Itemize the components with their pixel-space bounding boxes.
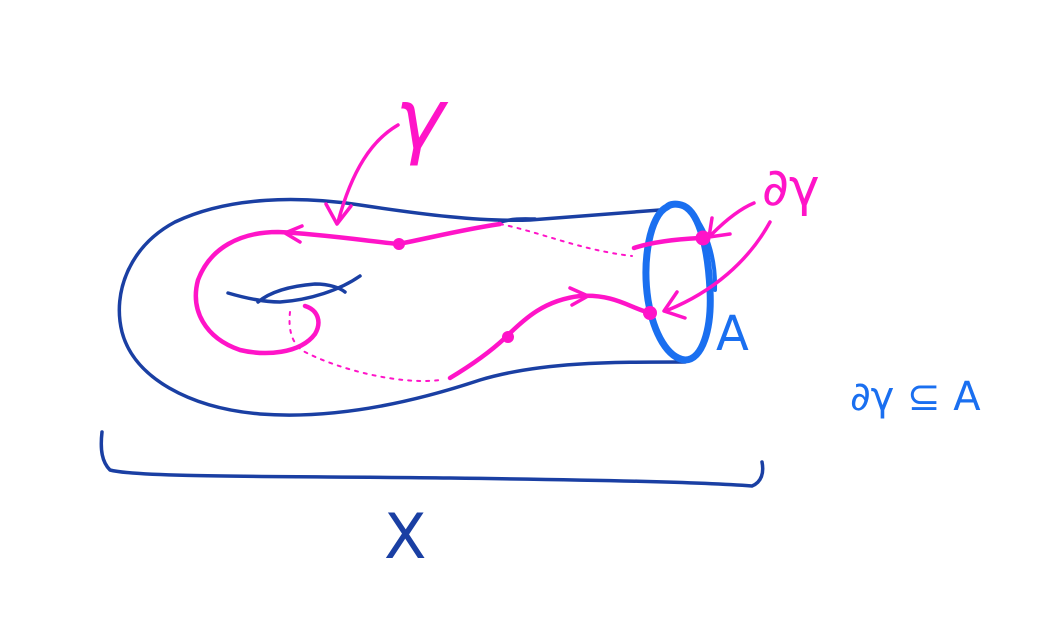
boundary-ellipse bbox=[642, 200, 714, 364]
surface-x bbox=[117, 197, 687, 417]
boundary-gamma-label: ∂γ bbox=[762, 158, 820, 218]
gamma-front-upper bbox=[631, 235, 703, 251]
pointer-arrows bbox=[324, 123, 772, 320]
brace-path bbox=[99, 430, 765, 488]
gamma-hidden-upper bbox=[499, 223, 633, 257]
boundary-point-1 bbox=[695, 230, 711, 246]
gamma-pointer-head bbox=[324, 202, 353, 226]
gamma-label: γ bbox=[395, 70, 449, 168]
gamma-point-lower bbox=[502, 331, 514, 343]
surface-top-seam bbox=[498, 217, 537, 224]
boundary-pointer-head-1 bbox=[707, 216, 732, 239]
gamma-pointer-arrow bbox=[336, 123, 400, 224]
gamma-point-upper bbox=[393, 238, 405, 250]
space-label: X bbox=[384, 500, 426, 573]
boundary-pointer-arrow-2 bbox=[666, 220, 772, 312]
surface-handle-upper bbox=[226, 274, 362, 304]
gamma-front-main bbox=[193, 221, 503, 356]
gamma-arrow-lower bbox=[568, 286, 590, 307]
boundary-pointer-head-2 bbox=[662, 290, 687, 320]
gamma-front-lower bbox=[447, 293, 653, 381]
gamma-hidden-lower bbox=[288, 311, 441, 382]
gamma-points bbox=[393, 230, 711, 343]
boundary-point-2 bbox=[643, 306, 657, 320]
surface-top-edge bbox=[117, 197, 687, 417]
space-brace bbox=[99, 430, 765, 488]
boundary-pointer-arrow-1 bbox=[710, 201, 756, 236]
relation-label: ∂γ ⊆ A bbox=[850, 374, 981, 420]
boundary-component-label: A bbox=[716, 306, 749, 362]
gamma-arrow-upper bbox=[283, 224, 304, 244]
boundary-ellipse-accent bbox=[688, 210, 718, 292]
boundary-component-a bbox=[642, 200, 718, 364]
surface-handle-lower bbox=[256, 282, 347, 304]
